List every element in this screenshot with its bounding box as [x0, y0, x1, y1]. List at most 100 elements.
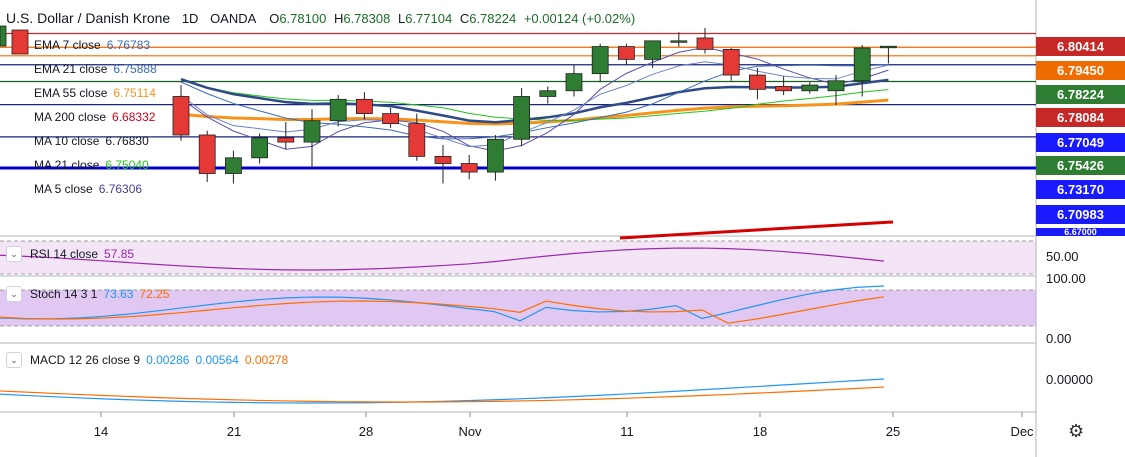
legend-label: EMA 7 close	[34, 38, 101, 52]
chevron-down-icon[interactable]: ⌄	[6, 286, 22, 302]
candle-body	[618, 46, 635, 60]
overlay-legend-item[interactable]: MA 21 close 6.75040	[34, 158, 149, 172]
gear-icon[interactable]: ⚙	[1068, 421, 1085, 441]
price-badge: 6.73170	[1036, 180, 1125, 199]
chevron-down-icon[interactable]: ⌄	[6, 246, 22, 262]
symbol-name[interactable]: U.S. Dollar / Danish Krone	[6, 10, 171, 26]
ma200-line	[619, 220, 894, 240]
candle-body	[801, 84, 819, 92]
time-axis-label: 14	[93, 424, 109, 439]
macd-legend[interactable]: ⌄ MACD 12 26 close 9 0.00286 0.00564 0.0…	[6, 352, 288, 368]
ma10-line	[180, 64, 889, 140]
moving-averages	[180, 46, 889, 152]
legend-label: MA 200 close	[34, 110, 107, 124]
price-badge: 6.75426	[1036, 156, 1125, 175]
ohlc-readout: O6.78100 H6.78308 L6.77104 C6.78224 +0.0…	[269, 11, 636, 26]
candle-body	[434, 155, 452, 164]
rsi-axis-label: 50.00	[1046, 249, 1079, 264]
time-axis-label: Nov	[458, 424, 482, 439]
candle-body	[827, 80, 845, 92]
stoch-k-line	[0, 285, 885, 322]
candle-body	[486, 138, 504, 173]
macd-signal-line	[0, 386, 885, 403]
price-grid	[100, 412, 1023, 417]
candle-body	[0, 25, 7, 47]
indicator-lines	[0, 247, 885, 404]
data-source: OANDA	[210, 11, 256, 26]
legend-value: 6.76306	[98, 182, 143, 196]
legend-value: 6.75114	[113, 86, 156, 100]
symbol-header: U.S. Dollar / Danish Krone 1D OANDA O6.7…	[6, 10, 635, 26]
candle-body	[11, 29, 29, 55]
candle-body	[408, 123, 426, 157]
candle-body	[539, 90, 557, 97]
time-axis-label: 21	[226, 424, 242, 439]
candle-body	[880, 45, 897, 49]
time-axis-label: 11	[620, 424, 634, 439]
candle-body	[644, 40, 661, 60]
candle-body	[722, 48, 740, 76]
stoch-axis-top: 100.00	[1046, 271, 1086, 286]
candle-body	[198, 134, 216, 174]
price-badge: 6.78084	[1036, 108, 1125, 127]
stoch-d-line	[0, 296, 885, 324]
candle-body	[382, 113, 400, 124]
time-axis-label: 28	[358, 424, 374, 439]
stoch-legend[interactable]: ⌄ Stoch 14 3 1 73.63 72.25	[6, 286, 169, 302]
price-badge: 6.67000	[1036, 228, 1125, 236]
candle-body	[591, 46, 609, 75]
rsi-band	[0, 241, 1036, 274]
rsi-line	[0, 247, 885, 271]
ema55-line	[180, 98, 889, 126]
legend-label: EMA 21 close	[34, 62, 108, 76]
overlay-legend-item[interactable]: EMA 55 close 6.75114	[34, 86, 156, 100]
overlay-legend-item[interactable]: EMA 21 close 6.75888	[34, 62, 157, 76]
overlay-legend-item[interactable]: MA 200 close 6.68332	[34, 110, 155, 124]
legend-value: 6.76830	[105, 134, 149, 148]
time-axis-label: 25	[885, 424, 901, 439]
legend-value: 6.68332	[112, 110, 156, 124]
legend-value: 6.75888	[113, 62, 157, 76]
candle-body	[513, 96, 530, 140]
candle-body	[853, 47, 871, 82]
ma5-line	[180, 46, 889, 152]
ema21-line	[180, 78, 889, 124]
candle-body	[565, 73, 583, 92]
legend-value: 6.75040	[105, 158, 149, 172]
macd-axis-label: 0.00000	[1046, 372, 1093, 387]
candle-body	[329, 98, 347, 122]
chevron-down-icon[interactable]: ⌄	[6, 352, 22, 368]
price-badge: 6.77049	[1036, 133, 1125, 152]
candle-body	[670, 40, 688, 43]
overlay-legend-item[interactable]: MA 10 close 6.76830	[34, 134, 149, 148]
candle-body	[303, 120, 321, 143]
candle-body	[460, 163, 478, 173]
overlay-legend-item[interactable]: MA 5 close 6.76306	[34, 182, 142, 196]
candle-body	[355, 98, 373, 114]
candlesticks	[0, 25, 897, 184]
candle-body	[172, 96, 190, 136]
interval[interactable]: 1D	[181, 11, 199, 26]
candle-body	[696, 37, 714, 50]
legend-label: EMA 55 close	[34, 86, 108, 100]
legend-label: MA 10 close	[34, 134, 100, 148]
candle-body	[277, 137, 295, 143]
change-readout: +0.00124 (+0.02%)	[523, 11, 636, 26]
ema7-line	[180, 61, 889, 148]
price-badge: 6.79450	[1036, 61, 1125, 80]
price-badge: 6.80414	[1036, 37, 1125, 56]
time-axis-label: 18	[752, 424, 768, 439]
candle-body	[775, 86, 792, 92]
stoch-axis-bottom: 0.00	[1046, 331, 1072, 346]
legend-label: MA 5 close	[34, 182, 93, 196]
price-badge: 6.78224	[1036, 85, 1125, 104]
legend-label: MA 21 close	[34, 158, 100, 172]
candle-body	[224, 157, 242, 174]
legend-value: 6.76783	[106, 38, 151, 52]
time-axis-label: Dec	[1010, 424, 1034, 439]
overlay-legend-item[interactable]: EMA 7 close 6.76783	[34, 38, 150, 52]
candle-body	[749, 74, 766, 90]
rsi-legend[interactable]: ⌄ RSI 14 close 57.85	[6, 246, 134, 262]
